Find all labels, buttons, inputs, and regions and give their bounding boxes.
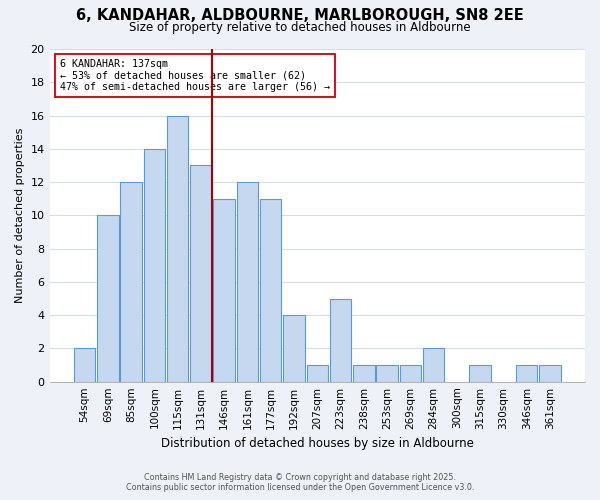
Text: Size of property relative to detached houses in Aldbourne: Size of property relative to detached ho… [129, 22, 471, 35]
Bar [214, 198, 235, 382]
Bar [97, 216, 119, 382]
Bar [376, 365, 398, 382]
Bar [143, 149, 165, 382]
Bar [74, 348, 95, 382]
Bar [539, 365, 560, 382]
Text: Contains HM Land Registry data © Crown copyright and database right 2025.
Contai: Contains HM Land Registry data © Crown c… [126, 473, 474, 492]
Text: 6 KANDAHAR: 137sqm
← 53% of detached houses are smaller (62)
47% of semi-detache: 6 KANDAHAR: 137sqm ← 53% of detached hou… [60, 59, 330, 92]
Bar [400, 365, 421, 382]
Bar [516, 365, 538, 382]
Bar [237, 182, 258, 382]
Y-axis label: Number of detached properties: Number of detached properties [15, 128, 25, 303]
Bar [469, 365, 491, 382]
Bar [423, 348, 445, 382]
Bar [121, 182, 142, 382]
X-axis label: Distribution of detached houses by size in Aldbourne: Distribution of detached houses by size … [161, 437, 474, 450]
Bar [353, 365, 374, 382]
Bar [307, 365, 328, 382]
Bar [260, 198, 281, 382]
Bar [190, 166, 212, 382]
Text: 6, KANDAHAR, ALDBOURNE, MARLBOROUGH, SN8 2EE: 6, KANDAHAR, ALDBOURNE, MARLBOROUGH, SN8… [76, 8, 524, 22]
Bar [167, 116, 188, 382]
Bar [283, 315, 305, 382]
Bar [330, 298, 351, 382]
